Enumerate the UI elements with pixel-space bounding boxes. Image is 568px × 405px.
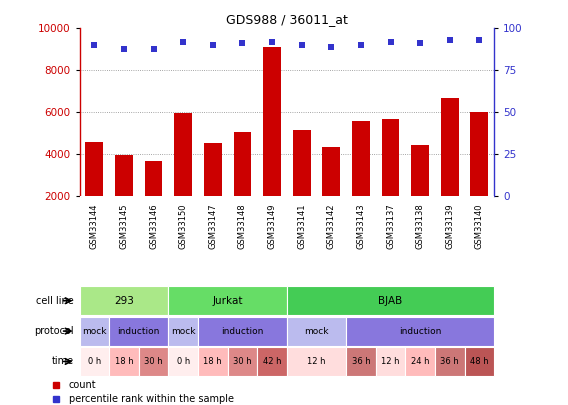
Text: 18 h: 18 h [115,357,133,366]
Text: percentile rank within the sample: percentile rank within the sample [69,394,234,404]
Text: GSM33140: GSM33140 [475,204,484,249]
Point [208,42,218,48]
Text: 48 h: 48 h [470,357,488,366]
Bar [228,347,257,376]
Point [268,38,277,45]
Bar [287,317,346,345]
Text: 0 h: 0 h [177,357,190,366]
Point [178,38,187,45]
Text: GSM33138: GSM33138 [416,204,425,249]
Text: 0 h: 0 h [87,357,101,366]
Bar [168,347,198,376]
Text: BJAB: BJAB [378,296,403,306]
Bar [80,286,168,315]
Title: GDS988 / 36011_at: GDS988 / 36011_at [226,13,348,26]
Text: GSM33142: GSM33142 [327,204,336,249]
Point [416,40,425,47]
Text: cell line: cell line [36,296,74,306]
Text: GSM33148: GSM33148 [238,204,247,249]
Text: GSM33143: GSM33143 [356,204,365,249]
Bar [198,347,228,376]
Text: induction: induction [118,326,160,336]
Bar [204,143,222,239]
Bar [109,317,168,345]
Point [90,42,99,48]
Bar [346,317,494,345]
Text: 42 h: 42 h [263,357,281,366]
Text: 18 h: 18 h [203,357,222,366]
Text: 36 h: 36 h [352,357,370,366]
Bar [198,317,287,345]
Bar [168,317,198,345]
Text: GSM33141: GSM33141 [297,204,306,249]
Bar [233,132,251,239]
Bar [85,142,103,239]
Bar [115,156,133,239]
Text: induction: induction [399,326,441,336]
Bar [139,347,168,376]
Bar [145,161,162,239]
Bar [168,286,287,315]
Text: GSM33146: GSM33146 [149,204,158,249]
Text: 12 h: 12 h [381,357,400,366]
Text: count: count [69,380,97,390]
Bar [323,147,340,239]
Text: GSM33145: GSM33145 [119,204,128,249]
Bar [465,347,494,376]
Bar [80,317,109,345]
Text: GSM33150: GSM33150 [179,204,187,249]
Bar [257,347,287,376]
Text: 30 h: 30 h [233,357,252,366]
Point [119,45,128,52]
Text: GSM33139: GSM33139 [445,204,454,249]
Text: GSM33144: GSM33144 [90,204,99,249]
Bar [411,145,429,239]
Text: GSM33149: GSM33149 [268,204,277,249]
Bar [352,121,370,239]
Point [445,37,454,43]
Text: time: time [52,356,74,367]
Text: mock: mock [82,326,107,336]
Point [327,44,336,50]
Bar [375,347,406,376]
Text: 293: 293 [114,296,134,306]
Bar [263,47,281,239]
Bar [80,347,109,376]
Point [149,45,158,52]
Point [356,42,365,48]
Bar [382,119,399,239]
Point [238,40,247,47]
Text: 12 h: 12 h [307,357,325,366]
Text: GSM33147: GSM33147 [208,204,218,249]
Bar [174,113,192,239]
Bar [346,347,375,376]
Text: mock: mock [171,326,195,336]
Text: 36 h: 36 h [440,357,459,366]
Text: protocol: protocol [34,326,74,336]
Point [475,37,484,43]
Bar [441,98,458,239]
Bar [109,347,139,376]
Point [386,38,395,45]
Text: mock: mock [304,326,329,336]
Text: GSM33137: GSM33137 [386,204,395,249]
Text: Jurkat: Jurkat [212,296,243,306]
Bar [287,347,346,376]
Bar [406,347,435,376]
Bar [470,112,488,239]
Text: 24 h: 24 h [411,357,429,366]
Point [297,42,306,48]
Bar [293,130,311,239]
Text: induction: induction [221,326,264,336]
Bar [435,347,465,376]
Text: 30 h: 30 h [144,357,163,366]
Bar [287,286,494,315]
